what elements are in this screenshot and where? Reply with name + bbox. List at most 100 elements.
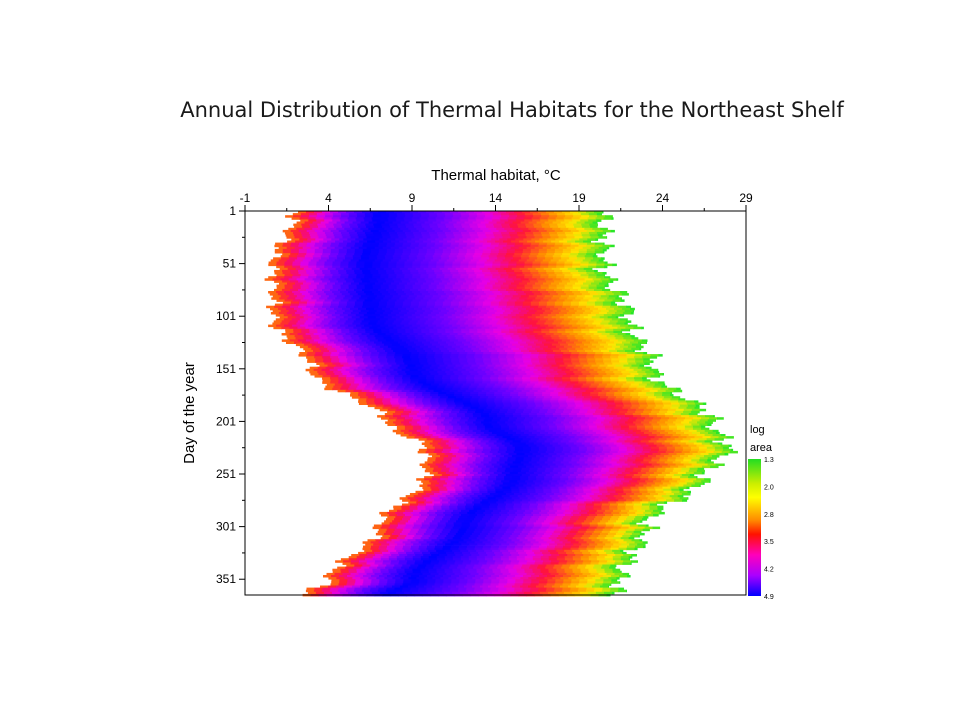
heat-cell	[658, 448, 668, 452]
heat-cell	[421, 385, 430, 389]
heat-cell	[432, 309, 442, 313]
heat-cell	[284, 286, 294, 290]
heat-cell	[339, 314, 349, 317]
heat-cell	[491, 352, 500, 355]
heat-cell	[303, 347, 312, 351]
heat-cell	[323, 217, 333, 220]
heat-cell	[411, 345, 421, 349]
heat-cell	[355, 314, 365, 317]
heat-cell	[471, 297, 480, 300]
heat-cell	[526, 246, 536, 250]
heat-cell	[441, 257, 450, 260]
heat-cell	[449, 339, 459, 342]
heat-cell	[614, 436, 623, 439]
heat-cell	[650, 448, 660, 452]
heat-cell	[456, 322, 465, 325]
heat-cell	[494, 225, 503, 229]
heat-cell	[609, 415, 618, 418]
heat-cell	[386, 229, 396, 233]
heat-cell	[382, 400, 391, 403]
heat-cell	[466, 448, 476, 452]
heat-cell	[419, 358, 428, 361]
heat-cell	[534, 373, 543, 376]
heat-cell	[389, 385, 398, 389]
heat-cell	[360, 295, 370, 298]
heat-cell	[634, 379, 643, 382]
heat-cell	[352, 255, 362, 258]
heat-cell	[542, 394, 551, 397]
heat-cell	[505, 326, 514, 330]
heat-cell	[566, 373, 575, 376]
heat-cell	[492, 362, 501, 365]
heat-cell	[688, 434, 698, 437]
heat-cell	[369, 326, 378, 330]
heat-cell	[542, 335, 552, 338]
heat-cell	[509, 385, 518, 389]
heat-cell	[512, 322, 521, 325]
heat-cell	[501, 442, 511, 445]
heat-cell	[454, 394, 463, 397]
heat-cell	[544, 434, 554, 437]
heat-cell	[564, 213, 574, 216]
heat-cell	[401, 320, 411, 323]
heat-cell	[382, 373, 391, 376]
heat-cell	[359, 267, 369, 271]
heat-cell	[552, 221, 562, 224]
heat-cell	[730, 448, 734, 452]
heat-cell	[556, 263, 565, 267]
heat-cell	[450, 375, 459, 378]
heat-cell	[490, 438, 500, 441]
heat-cell	[559, 297, 568, 300]
heat-cell	[528, 322, 537, 325]
heat-cell	[428, 276, 437, 279]
heat-cell	[501, 215, 510, 218]
heat-cell	[299, 314, 309, 317]
heat-cell	[376, 295, 386, 298]
heat-cell	[578, 356, 587, 359]
heat-cell	[383, 297, 392, 300]
heat-cell	[462, 373, 471, 376]
heat-cell	[347, 318, 357, 321]
heat-cell	[608, 322, 617, 325]
heat-cell	[370, 251, 380, 254]
heat-cell	[458, 438, 468, 441]
heat-cell	[334, 236, 343, 239]
heat-cell	[474, 375, 483, 378]
heat-cell	[304, 322, 313, 325]
heat-cell	[450, 288, 459, 292]
heat-cell	[581, 330, 590, 334]
heat-cell	[426, 379, 435, 382]
heat-cell	[463, 396, 473, 399]
heat-cell	[562, 303, 572, 307]
heat-cell	[477, 330, 486, 334]
heat-cell	[649, 450, 659, 454]
heat-cell	[450, 354, 459, 357]
heat-cell	[321, 257, 330, 260]
heat-cell	[518, 394, 527, 397]
heat-cell	[341, 330, 350, 334]
heat-cell	[452, 387, 461, 391]
heat-cell	[450, 280, 459, 283]
heat-cell	[467, 345, 477, 349]
heat-cell	[610, 301, 616, 304]
heat-cell	[490, 288, 499, 292]
heat-cell	[488, 429, 498, 433]
heat-cell	[440, 255, 450, 258]
heat-cell	[521, 389, 531, 393]
heat-cell	[298, 272, 307, 275]
heat-cell	[330, 379, 339, 382]
heat-cell	[378, 244, 387, 248]
heat-cell	[467, 410, 476, 414]
heat-cell	[621, 330, 623, 334]
heat-cell	[615, 347, 624, 351]
heat-cell	[301, 328, 310, 332]
heat-cell	[572, 431, 581, 435]
heat-cell	[538, 244, 547, 248]
heat-cell	[692, 453, 701, 456]
heat-cell	[298, 303, 308, 307]
heat-cell	[462, 400, 471, 403]
heat-cell	[461, 330, 470, 334]
heat-cell	[461, 234, 471, 237]
heat-cell	[403, 318, 413, 321]
heat-cell	[430, 394, 439, 397]
